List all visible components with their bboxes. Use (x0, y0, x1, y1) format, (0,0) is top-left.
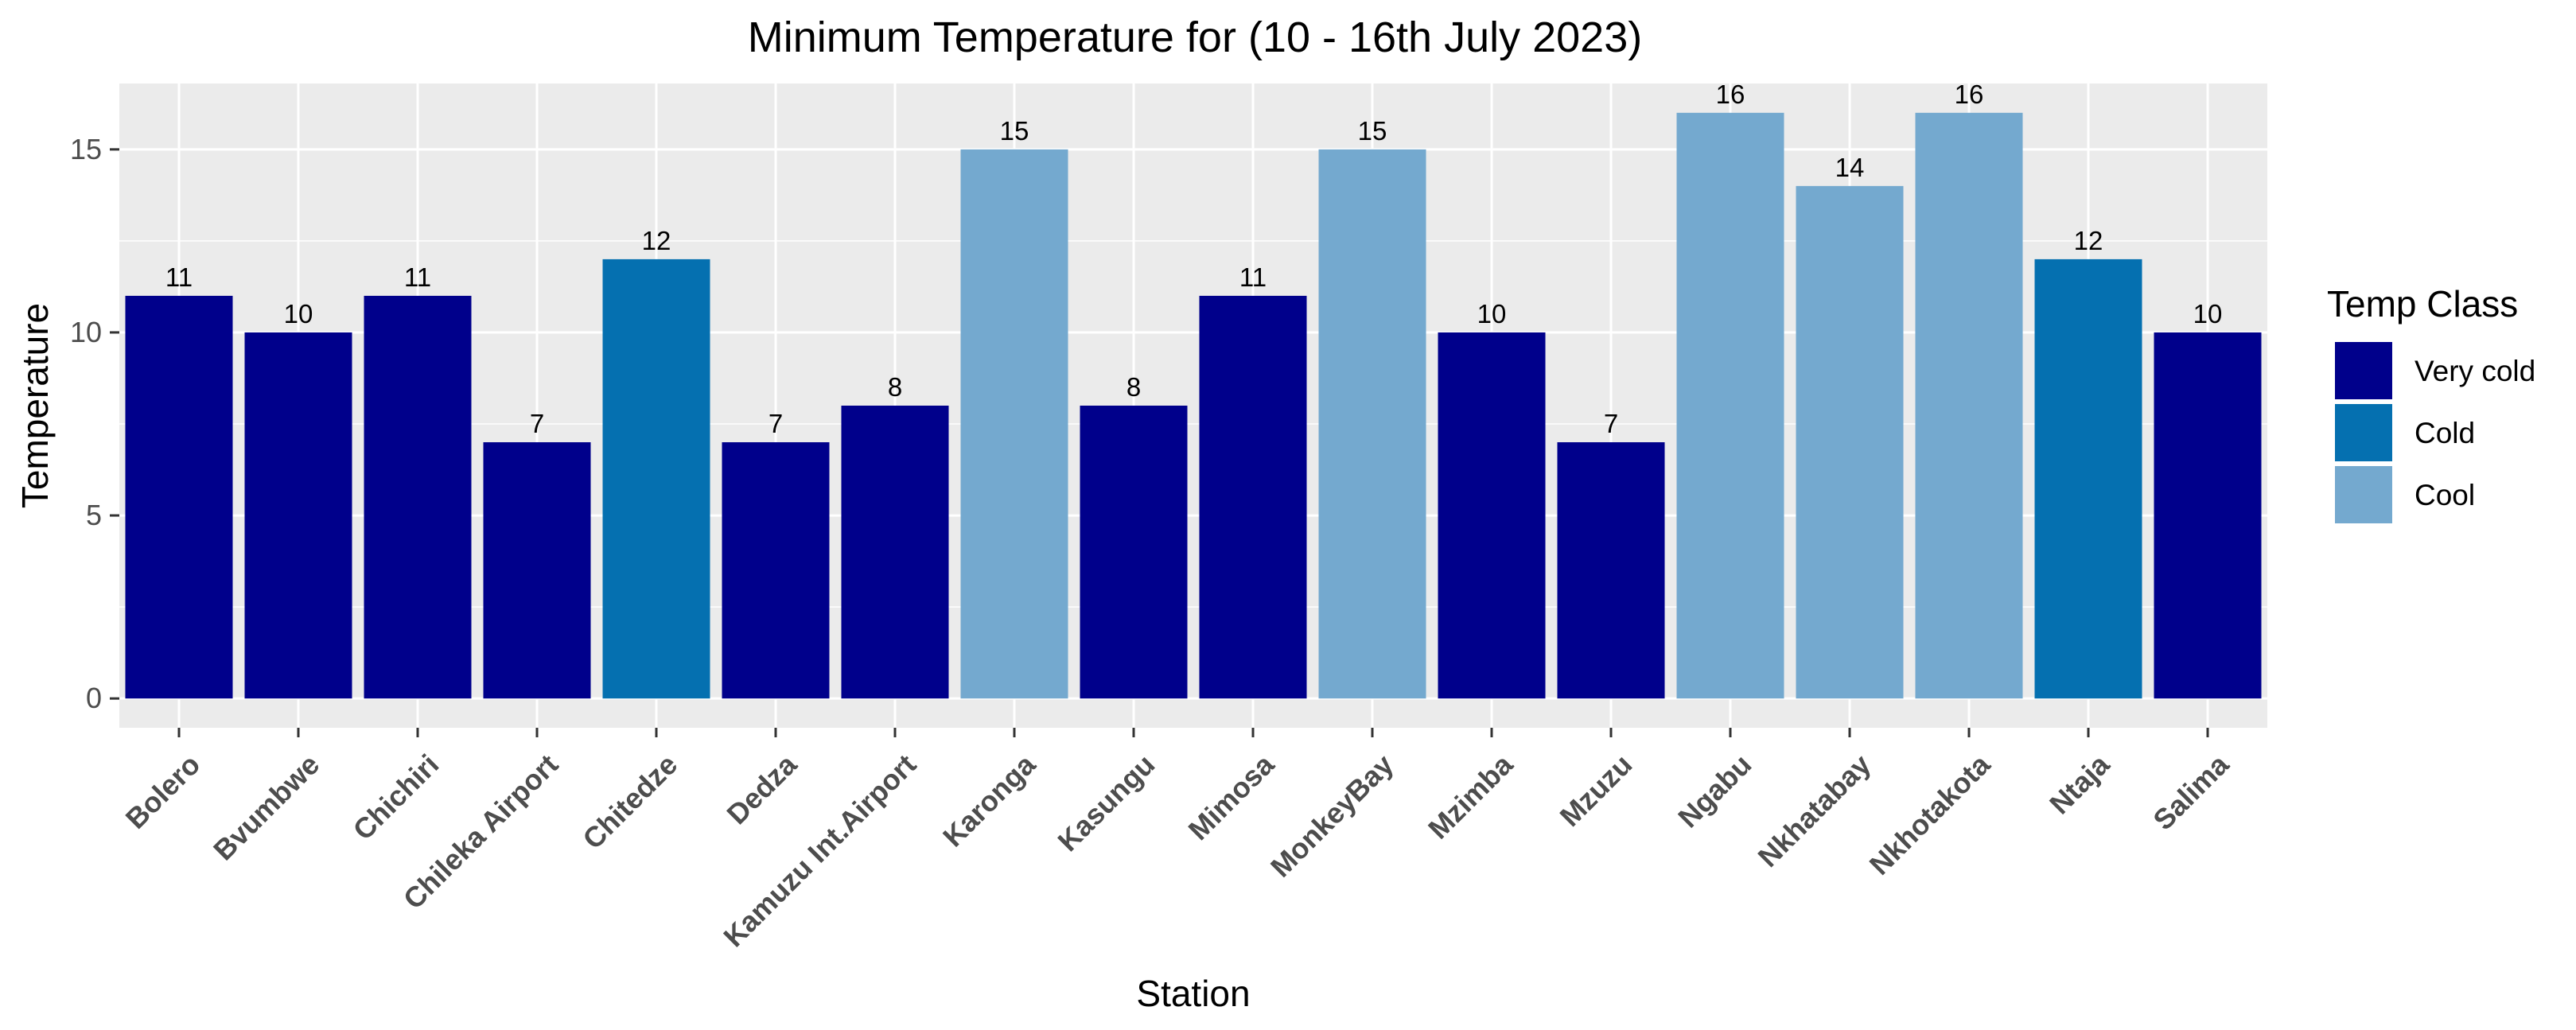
x-tick-label: Bvumbwe (207, 748, 325, 866)
x-tick-label: Ngabu (1671, 748, 1757, 834)
bars (125, 112, 2262, 699)
bar-value-label: 11 (404, 262, 431, 292)
bar-value-label: 14 (1835, 153, 1865, 182)
bar-value-label: 16 (1716, 80, 1745, 109)
bar-value-label: 12 (642, 226, 671, 255)
bar (960, 149, 1068, 699)
bar (1438, 332, 1546, 699)
bar-value-label: 8 (888, 372, 902, 402)
bar-value-label: 8 (1127, 372, 1141, 402)
bar (2034, 258, 2142, 699)
legend-swatch (2335, 342, 2392, 399)
bar (364, 295, 472, 699)
bar (841, 406, 949, 699)
bar (1676, 112, 1784, 699)
bar (1915, 112, 2023, 699)
x-tick-label: Dedza (720, 748, 804, 831)
bar (602, 258, 710, 699)
legend-swatch (2335, 466, 2392, 523)
legend-title: Temp Class (2327, 283, 2518, 325)
bar (1796, 185, 1904, 699)
x-tick-label: Ntaja (2043, 748, 2116, 821)
y-tick-label: 5 (86, 499, 102, 531)
bar (1080, 406, 1188, 699)
x-tick-label: Chichiri (347, 748, 446, 846)
bar (483, 442, 591, 699)
x-tick-label: Nkhatabay (1752, 748, 1878, 873)
bar (125, 295, 233, 699)
y-tick-label: 15 (70, 133, 102, 165)
bar-value-label: 10 (2193, 299, 2223, 328)
legend-swatch (2335, 404, 2392, 461)
x-tick-label: Kamuzu Int.Airport (717, 748, 922, 953)
y-axis-title: Temperature (14, 303, 56, 508)
bar-value-label: 7 (530, 409, 544, 438)
x-tick-label: MonkeyBay (1264, 748, 1399, 883)
bar-value-label: 12 (2074, 226, 2103, 255)
bar-value-label: 7 (769, 409, 783, 438)
legend: Temp Class Very cold Cold Cool (2327, 283, 2535, 523)
legend-label: Cold (2415, 417, 2475, 449)
bar-value-label: 11 (1239, 262, 1267, 292)
legend-label: Very cold (2415, 355, 2535, 387)
bar (722, 442, 830, 699)
bar-value-label: 15 (1358, 116, 1387, 146)
bar-value-label: 10 (284, 299, 313, 328)
bar-value-labels: 11 10 11 7 12 7 8 15 8 11 15 10 7 16 14 16 12 10 (165, 80, 2222, 438)
bar (1557, 442, 1665, 699)
bar-value-label: 15 (1000, 116, 1029, 146)
x-tick-label: Mimosa (1182, 748, 1281, 846)
x-tick-label: Karonga (936, 748, 1042, 853)
x-axis-title: Station (1136, 973, 1250, 1014)
bar-value-label: 10 (1477, 299, 1507, 328)
bar (244, 332, 352, 699)
bar (1199, 295, 1307, 699)
bar (2154, 332, 2262, 699)
x-tick-label: Mzuzu (1554, 748, 1639, 833)
x-tick-label: Nkhotakota (1863, 748, 1997, 881)
chart-title: Minimum Temperature for (10 - 16th July … (748, 14, 1642, 61)
x-tick-label: Kasungu (1051, 748, 1161, 857)
bar-value-label: 16 (1955, 80, 1984, 109)
y-axis-ticks: 0 5 10 15 (70, 133, 119, 714)
x-tick-label: Mzimba (1422, 748, 1520, 845)
x-tick-label: Chitedze (576, 748, 683, 855)
plot-panel (119, 84, 2267, 728)
x-tick-label: Salima (2146, 748, 2236, 837)
bar-value-label: 7 (1604, 409, 1618, 438)
bar (1318, 149, 1426, 699)
y-tick-label: 0 (86, 682, 102, 714)
bar-value-label: 11 (165, 262, 193, 292)
x-tick-label: Bolero (119, 748, 207, 835)
legend-label: Cool (2415, 479, 2475, 511)
y-tick-label: 10 (70, 316, 102, 348)
